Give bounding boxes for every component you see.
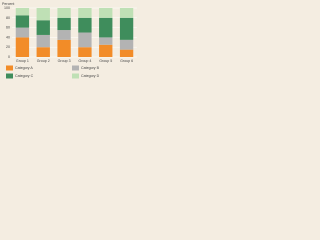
bar-segment [119, 8, 134, 18]
bar-segment [78, 32, 92, 48]
x-tick-label: Group 6 [120, 59, 133, 63]
y-tick-label: 100 [4, 6, 10, 10]
bar-segment [119, 39, 134, 50]
bar-segment [57, 30, 71, 40]
legend-swatch [72, 65, 79, 71]
bar-segment [99, 37, 113, 45]
y-tick-label: 20 [6, 45, 10, 49]
legend-label: Category A [15, 66, 33, 70]
bar-segment [119, 49, 134, 57]
legend-label: Category B [81, 66, 100, 70]
y-tick-label: 60 [6, 26, 10, 30]
x-tick-label: Group 1 [16, 59, 29, 63]
bar-segment [36, 20, 50, 35]
x-tick-label: Group 4 [78, 59, 91, 63]
bar-segment [36, 34, 50, 48]
y-tick-label: 40 [6, 35, 10, 39]
bar-segment [78, 8, 92, 18]
legend-label: Category D [81, 74, 100, 78]
chart: Percent 0 20 40 60 80 100 Group 1 Group 2 Group … [2, 2, 137, 79]
page: {"chart_data": {"type": "stacked_bar", "… [0, 0, 140, 90]
bar-segment [57, 8, 71, 18]
y-tick-label: 80 [6, 16, 10, 20]
bar-segment [15, 37, 30, 57]
bar-segment [99, 8, 113, 18]
bar-segment [57, 39, 71, 57]
bar-segment [78, 17, 92, 33]
bar-segment [15, 15, 30, 28]
y-tick-label: 0 [8, 55, 10, 59]
legend-swatch [72, 73, 79, 79]
bar-segment [99, 44, 113, 57]
bar-segment [36, 47, 50, 57]
x-tick-label: Group 3 [58, 59, 71, 63]
legend-label: Category C [15, 74, 34, 78]
bar-segment [15, 27, 30, 38]
bar-segment [36, 8, 50, 21]
bar-segment [78, 47, 92, 57]
x-tick-label: Group 5 [99, 59, 112, 63]
bar-segment [99, 17, 113, 38]
bar-segment [57, 17, 71, 31]
x-tick-label: Group 2 [37, 59, 50, 63]
legend-swatch [6, 73, 13, 79]
y-axis-label: Percent [2, 2, 14, 6]
legend-swatch [6, 65, 13, 71]
bar-segment [119, 17, 134, 40]
bar-segment [15, 8, 30, 16]
